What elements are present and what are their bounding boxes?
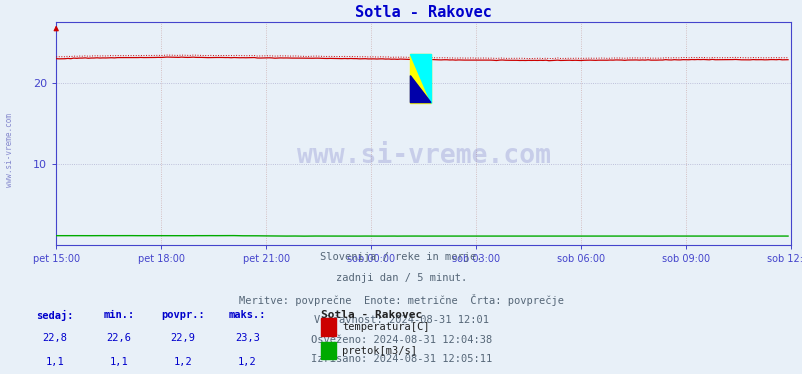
Text: pretok[m3/s]: pretok[m3/s] [342, 346, 416, 356]
Bar [410, 53, 431, 102]
Text: sedaj:: sedaj: [36, 310, 73, 321]
Text: Osveženo: 2024-08-31 12:04:38: Osveženo: 2024-08-31 12:04:38 [310, 334, 492, 344]
Polygon shape [410, 53, 431, 102]
Text: 22,6: 22,6 [106, 333, 132, 343]
Text: 1,2: 1,2 [237, 357, 257, 367]
Text: zadnji dan / 5 minut.: zadnji dan / 5 minut. [335, 273, 467, 283]
Text: 22,9: 22,9 [170, 333, 196, 343]
Text: 1,1: 1,1 [45, 357, 64, 367]
Text: 1,1: 1,1 [109, 357, 128, 367]
Text: Sotla - Rakovec: Sotla - Rakovec [321, 310, 422, 320]
Text: Slovenija / reke in morje.: Slovenija / reke in morje. [320, 252, 482, 262]
Text: www.si-vreme.com: www.si-vreme.com [296, 143, 550, 169]
Text: Veljavnost: 2024-08-31 12:01: Veljavnost: 2024-08-31 12:01 [314, 315, 488, 325]
Text: Izrisano: 2024-08-31 12:05:11: Izrisano: 2024-08-31 12:05:11 [310, 354, 492, 364]
Text: temperatura[C]: temperatura[C] [342, 322, 429, 332]
Text: 1,2: 1,2 [173, 357, 192, 367]
Bar [321, 319, 335, 336]
Text: min.:: min.: [103, 310, 134, 320]
Text: 22,8: 22,8 [42, 333, 67, 343]
Bar [321, 342, 335, 359]
Text: maks.:: maks.: [229, 310, 265, 320]
Text: povpr.:: povpr.: [161, 310, 205, 320]
Text: 23,3: 23,3 [234, 333, 260, 343]
Text: Meritve: povprečne  Enote: metrične  Črta: povprečje: Meritve: povprečne Enote: metrične Črta:… [239, 294, 563, 306]
Text: www.si-vreme.com: www.si-vreme.com [5, 113, 14, 187]
Title: Sotla - Rakovec: Sotla - Rakovec [354, 5, 492, 20]
Polygon shape [410, 76, 431, 102]
